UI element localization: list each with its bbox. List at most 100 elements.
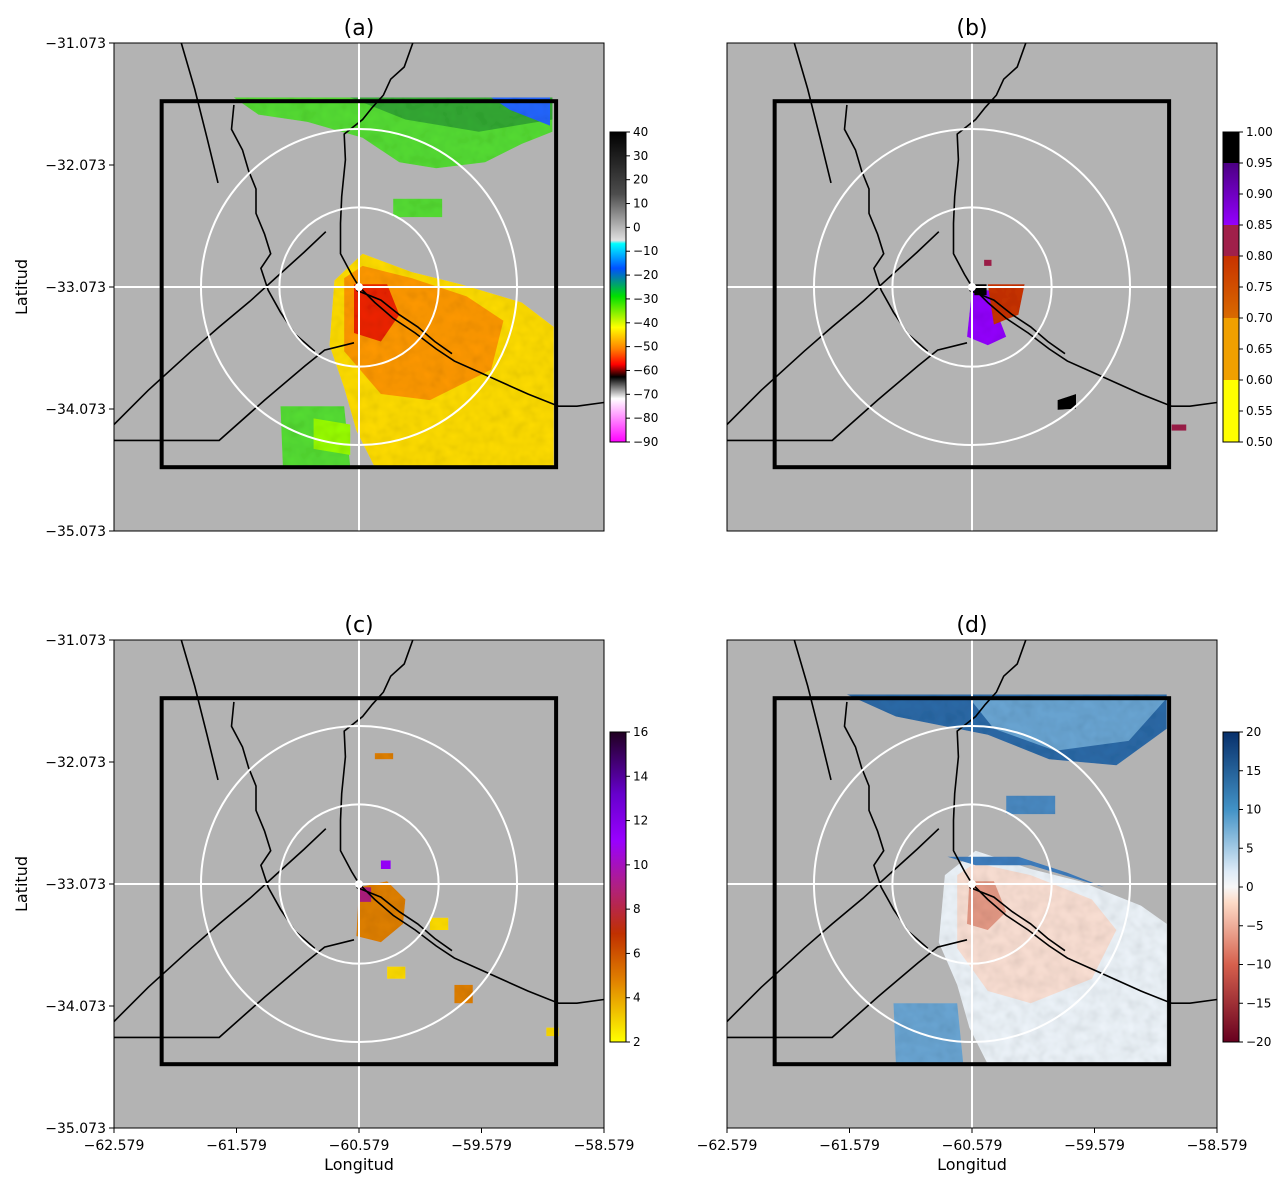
y-tick-label: −35.073 [45,524,106,540]
colorbar-tick-label: 0 [633,220,641,234]
map-content [114,640,604,1128]
precip-cell [380,860,391,869]
colorbar-tick-label: 20 [633,173,648,187]
domain-box [772,696,1172,1067]
colorbar-tick-label: 12 [633,814,648,828]
colorbar-tick-label: −30 [633,292,658,306]
colorbar-tick-label: 16 [633,725,648,739]
panel: (c) −31.073 −32.073 −33.073 −34.073 −35.073 La… [12,613,648,1174]
colorbar [1222,131,1240,443]
colorbar-tick-label: −50 [633,340,658,354]
axes-frame [726,42,1218,532]
colorbar-tick-label: 0.85 [1246,218,1273,232]
x-tick-label: −60.579 [329,1138,390,1154]
precip-cell [354,284,400,342]
y-tick-label: −33.073 [45,877,106,893]
panel-title: (a) [344,16,375,41]
colorbar-tick-label: −10 [1246,958,1271,972]
colorbar-tick-label: 10 [1246,803,1261,817]
border-line [727,828,940,1023]
border-line [727,939,968,1039]
colorbar-tick-label: 0.70 [1246,311,1273,325]
x-axis-label: Longitud [937,1155,1007,1174]
x-axis-label: Longitud [324,1155,394,1174]
precip-cell [1057,394,1076,410]
x-tick-label: −61.579 [819,1138,880,1154]
precip-cell [374,753,394,760]
y-axis-label: Latitud [12,856,31,912]
x-tick-label: −59.579 [451,1138,512,1154]
border-line [969,289,1066,355]
colorbar-tick-label: 0.95 [1246,156,1273,170]
panel-title: (b) [956,16,987,41]
colorbar-tick-label: 10 [633,197,648,211]
colorbar-tick-label: 0 [1246,880,1254,894]
x-tick-label: −59.579 [1064,1138,1125,1154]
precip-cell [429,917,449,930]
colorbar-tick-label: −20 [1246,1035,1271,1049]
border-line [114,342,355,442]
x-tick-label: −62.579 [84,1138,145,1154]
precip-field [967,259,1187,431]
colorbar-tick-label: −20 [633,268,658,282]
domain-box [772,99,1172,470]
colorbar [609,731,627,1043]
precip-cell [947,856,1105,888]
colorbar-tick-label: −5 [1246,919,1264,933]
radar-site [355,283,363,291]
domain-box [159,99,559,470]
x-tick-label: −60.579 [942,1138,1003,1154]
border-line [180,640,219,781]
precip-cell [393,198,443,218]
y-tick-label: −32.073 [45,158,106,174]
x-tick-label: −58.579 [574,1138,635,1154]
border-line [952,640,1217,1004]
y-tick-label: −31.073 [45,36,106,52]
border-line [952,43,1217,407]
border-line [727,231,940,426]
border-line [356,886,453,952]
y-axis-label: Latitud [12,259,31,315]
precip-cell [491,97,550,126]
colorbar [609,131,627,443]
precip-cell [969,698,1167,751]
y-tick-label: −35.073 [45,1121,106,1137]
colorbar-tick-label: 8 [633,902,641,916]
colorbar [1222,731,1240,1043]
colorbar-tick-label: 0.60 [1246,373,1273,387]
border-line [114,231,327,426]
colorbar-tick-label: 0.55 [1246,404,1273,418]
radar-site [968,283,976,291]
precip-cell [1006,795,1056,815]
colorbar-tick-label: 20 [1246,725,1261,739]
panel: (d) −62.579 −61.579 −60.579 −59.579 −58.579 Lo… [697,613,1272,1174]
precip-cell [987,284,1025,325]
precip-cell [313,418,351,455]
colorbar-tick-label: −60 [633,363,658,377]
colorbar-tick-label: 40 [633,125,648,139]
colorbar-tick-label: 2 [633,1035,641,1049]
y-tick-label: −31.073 [45,633,106,649]
x-tick-label: −58.579 [1187,1138,1248,1154]
colorbar-tick-label: −90 [633,435,658,449]
colorbar-tick-label: −10 [633,244,658,258]
colorbar-tick-label: 0.80 [1246,249,1273,263]
precip-cell [358,887,372,902]
border-line [114,828,327,1023]
colorbar-tick-label: 14 [633,769,648,783]
colorbar-tick-label: 1.00 [1246,125,1273,139]
border-line [843,701,929,949]
border-line [843,104,929,352]
y-tick-label: −34.073 [45,999,106,1015]
border-line [114,939,355,1039]
colorbar-tick-label: −40 [633,316,658,330]
panel: (a) −31.073 −32.073 −33.073 −34.073 −35.073 La… [12,16,658,540]
y-tick-label: −34.073 [45,402,106,418]
precip-cell [454,984,473,1004]
colorbar-tick-label: 5 [1246,841,1254,855]
colorbar-tick-label: 0.75 [1246,280,1273,294]
colorbar-tick-label: 6 [633,946,641,960]
x-tick-label: −61.579 [206,1138,267,1154]
domain-box [159,696,559,1067]
colorbar-tick-label: −15 [1246,996,1271,1010]
